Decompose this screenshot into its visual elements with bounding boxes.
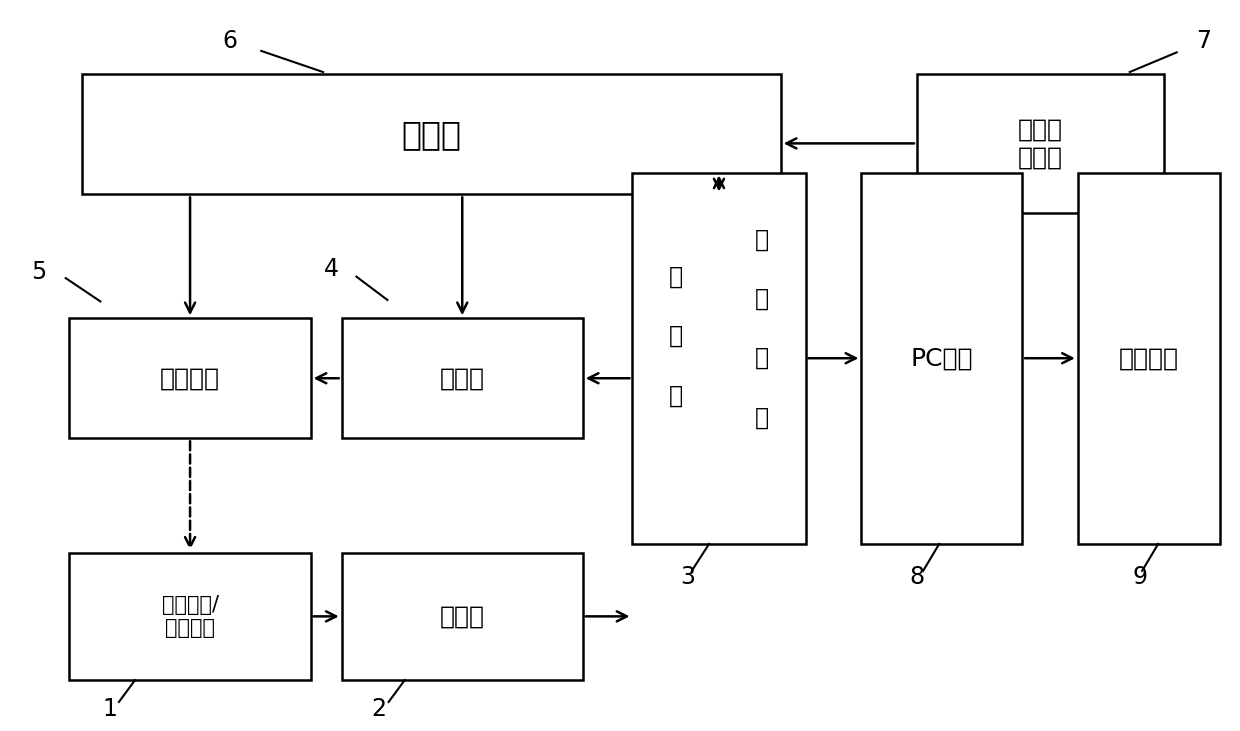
Bar (342, 318, 583, 439)
Text: 待测天线/
标校天线: 待测天线/ 标校天线 (161, 595, 218, 638)
Text: 信号源: 信号源 (440, 366, 485, 390)
Bar (862, 173, 1022, 544)
Text: 专用软件: 专用软件 (1118, 346, 1179, 370)
Text: 与: 与 (755, 346, 769, 370)
Text: 心: 心 (668, 383, 683, 407)
Text: 中: 中 (668, 324, 683, 348)
Bar (1078, 173, 1220, 544)
Bar (69, 318, 311, 439)
Bar (916, 75, 1164, 213)
Text: 4: 4 (324, 257, 340, 281)
Text: 2: 2 (371, 697, 386, 721)
Text: 1: 1 (103, 697, 118, 721)
Text: 定位巡
航设备: 定位巡 航设备 (1018, 118, 1063, 170)
Text: 制: 制 (755, 287, 769, 311)
Text: PC电脑: PC电脑 (910, 346, 973, 370)
Text: 理: 理 (668, 265, 683, 289)
Text: 无人机: 无人机 (402, 118, 461, 151)
Text: 6: 6 (223, 29, 238, 53)
Text: 频谱仪: 频谱仪 (440, 605, 485, 629)
Bar (69, 553, 311, 680)
Bar (632, 173, 806, 544)
Text: 5: 5 (31, 260, 46, 284)
Text: 发射天线: 发射天线 (160, 366, 219, 390)
Text: 7: 7 (1197, 29, 1211, 53)
Text: 8: 8 (909, 564, 925, 588)
Text: 控: 控 (755, 227, 769, 251)
Bar (82, 75, 781, 194)
Text: 3: 3 (681, 564, 696, 588)
Bar (342, 553, 583, 680)
Text: 9: 9 (1132, 564, 1147, 588)
Text: 处: 处 (755, 406, 769, 430)
